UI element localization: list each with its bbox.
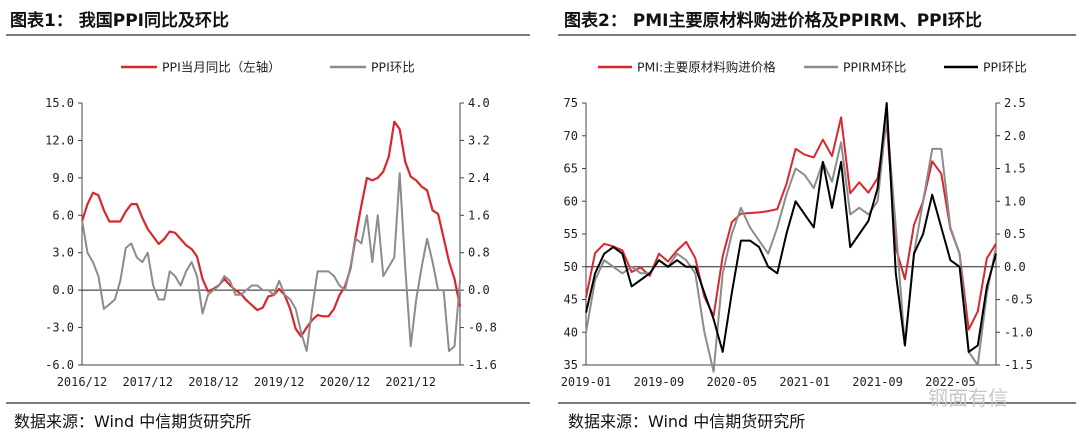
right-tick-label: 1.0 — [1004, 194, 1026, 208]
left-tick-label: 55 — [564, 227, 578, 241]
x-tick-label: 2020/12 — [320, 375, 371, 389]
right-tick-label: 1.6 — [468, 208, 490, 222]
chart-pmi: 75 70 65 60 55 50 45 40 35 2.5 2.0 1.5 1.0 0.5 0.0 -0.5… — [561, 60, 1033, 390]
right-tick-label: 2.0 — [1004, 129, 1026, 143]
left-tick-label: 40 — [564, 325, 578, 339]
x-tick-label: 2020-05 — [706, 375, 757, 389]
series-line — [585, 116, 997, 331]
x-tick-label: 2019-09 — [634, 375, 685, 389]
left-tick-label: 45 — [564, 293, 578, 307]
left-tick-label: 75 — [564, 96, 578, 110]
legend-label: PMI:主要原材料购进价格 — [637, 60, 776, 75]
right-tick-label: 2.5 — [1004, 96, 1026, 110]
figure-panel-1: 图表1： 我国PPI同比及环比 15.0 12.0 9.0 6.0 3.0 0.0 -3.0… — [6, 11, 530, 431]
series-line — [81, 172, 461, 352]
x-tick-label: 2022-05 — [925, 375, 976, 389]
right-tick-label: 2.4 — [468, 171, 490, 185]
data-source: 数据来源：Wind 中信期货研究所 — [14, 412, 252, 431]
left-tick-label: 65 — [564, 162, 578, 176]
left-tick-label: 35 — [564, 358, 578, 372]
figure-title: 图表1： 我国PPI同比及环比 — [10, 11, 229, 31]
title-rule — [558, 34, 1076, 36]
right-tick-label: -1.6 — [468, 358, 497, 372]
title-rule — [6, 34, 530, 36]
x-tick-label: 2018/12 — [188, 375, 239, 389]
left-tick-label: 60 — [564, 194, 578, 208]
right-tick-label: 4.0 — [468, 96, 490, 110]
x-tick-label: 2021-01 — [779, 375, 830, 389]
left-tick-label: 50 — [564, 260, 578, 274]
series-line — [80, 120, 462, 338]
x-tick-label: 2019/12 — [254, 375, 305, 389]
legend-label: PPI环比 — [371, 60, 415, 75]
right-tick-label: 0.5 — [1004, 227, 1026, 241]
source-rule — [558, 402, 1076, 404]
source-rule — [6, 402, 530, 404]
figure-panel-2: 图表2： PMI主要原材料购进价格及PPIRM、PPI环比 75 70 65 60 55… — [554, 0, 1080, 440]
left-tick-label: 0.0 — [52, 283, 74, 297]
right-tick-label: 1.5 — [1004, 162, 1026, 176]
right-tick-label: 0.0 — [1004, 260, 1026, 274]
right-tick-label: 0.0 — [468, 283, 490, 297]
right-tick-label: 3.2 — [468, 133, 490, 147]
legend-label: PPIRM环比 — [843, 60, 906, 75]
right-tick-label: -1.5 — [1004, 358, 1033, 372]
right-tick-label: -1.0 — [1004, 325, 1033, 339]
legend-label: PPI环比 — [983, 60, 1027, 75]
legend-label: PPI当月同比（左轴） — [162, 60, 281, 75]
left-tick-label: 3.0 — [52, 246, 74, 260]
x-tick-label: 2021-09 — [852, 375, 903, 389]
x-tick-label: 2019-01 — [561, 375, 612, 389]
series-line — [585, 102, 997, 353]
data-source: 数据来源：Wind 中信期货研究所 — [568, 412, 806, 431]
x-tick-label: 2017/12 — [122, 375, 173, 389]
watermark: 钢面有信 — [928, 386, 1008, 410]
left-tick-label: -3.0 — [45, 321, 74, 335]
left-tick-label: 6.0 — [52, 208, 74, 222]
right-tick-label: 0.8 — [468, 246, 490, 260]
chart-ppi: 15.0 12.0 9.0 6.0 3.0 0.0 -3.0 -6.0 4.0 3.2 2.4 1.6… — [45, 60, 497, 390]
left-tick-label: 9.0 — [52, 171, 74, 185]
series-line — [585, 115, 997, 373]
x-tick-label: 2021/12 — [385, 375, 436, 389]
figure-title: 图表2： PMI主要原材料购进价格及PPIRM、PPI环比 — [564, 11, 982, 31]
right-tick-label: -0.5 — [1004, 293, 1033, 307]
left-tick-label: -6.0 — [45, 358, 74, 372]
right-tick-label: -0.8 — [468, 321, 497, 335]
left-tick-label: 12.0 — [45, 133, 74, 147]
left-tick-label: 70 — [564, 129, 578, 143]
left-tick-label: 15.0 — [45, 96, 74, 110]
x-tick-label: 2016/12 — [57, 375, 108, 389]
